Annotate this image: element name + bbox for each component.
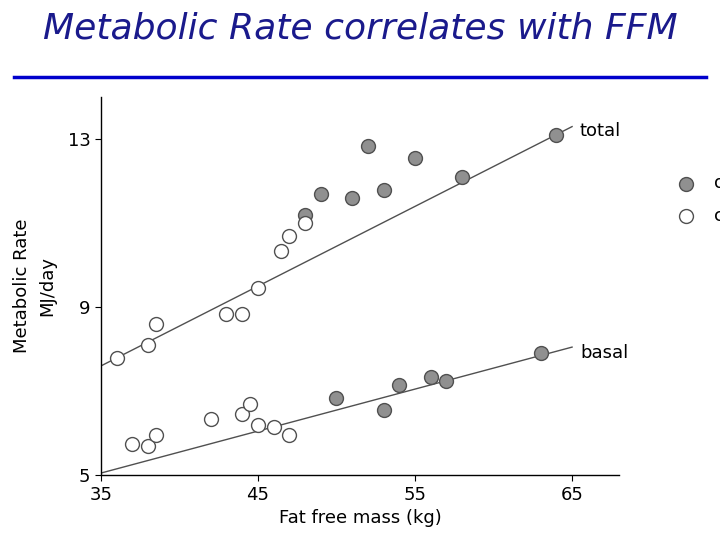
Point [346, 194, 358, 202]
Point [409, 154, 420, 163]
Point [425, 372, 436, 381]
Point [551, 131, 562, 139]
Point [221, 309, 233, 318]
Point [276, 246, 287, 255]
Point [362, 141, 374, 150]
Point [244, 400, 256, 408]
Point [142, 341, 153, 349]
Point [394, 381, 405, 389]
Point [456, 173, 468, 181]
Point [284, 431, 295, 440]
Text: Metabolic Rate correlates with FFM: Metabolic Rate correlates with FFM [42, 11, 678, 45]
Point [378, 406, 390, 414]
Point [315, 190, 326, 198]
Point [150, 431, 161, 440]
Point [236, 410, 248, 418]
Point [300, 211, 311, 219]
Point [252, 284, 264, 293]
Point [330, 393, 342, 402]
Text: total: total [580, 122, 621, 140]
Point [441, 376, 452, 385]
Point [127, 440, 138, 448]
Point [300, 219, 311, 227]
Point [111, 353, 122, 362]
Point [535, 349, 546, 357]
Point [284, 232, 295, 240]
Point [378, 185, 390, 194]
X-axis label: Fat free mass (kg): Fat free mass (kg) [279, 509, 441, 527]
Y-axis label: Metabolic Rate
MJ/day: Metabolic Rate MJ/day [14, 219, 56, 354]
Legend: obese, control: obese, control [668, 174, 720, 225]
Text: basal: basal [580, 345, 628, 362]
Point [268, 423, 279, 431]
Point [150, 320, 161, 328]
Point [252, 421, 264, 429]
Point [236, 309, 248, 318]
Point [205, 414, 217, 423]
Point [142, 442, 153, 450]
